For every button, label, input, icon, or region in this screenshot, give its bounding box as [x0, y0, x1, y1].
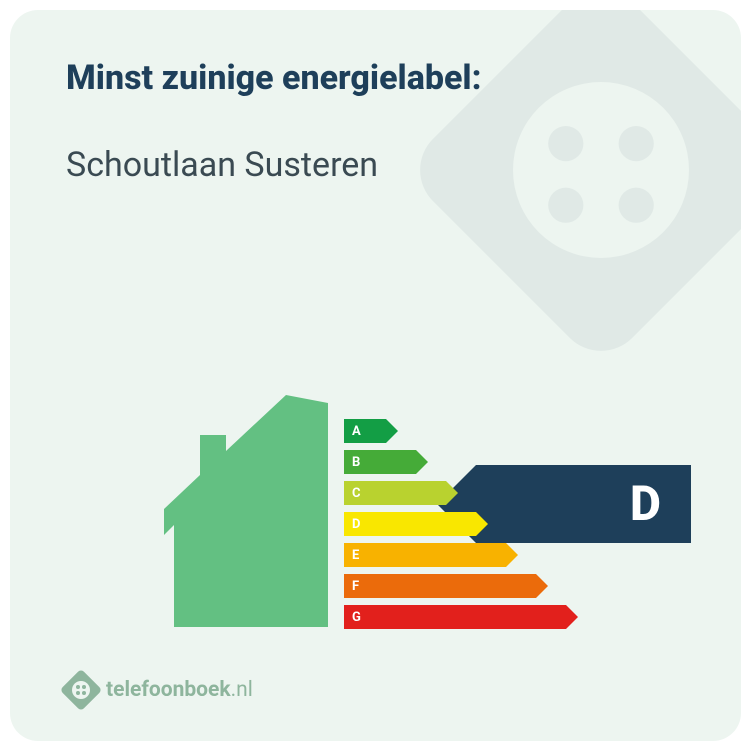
footer-brand: telefoonboek.nl [106, 678, 253, 702]
energy-bar-label: B [344, 450, 416, 474]
energy-bar: E [344, 543, 566, 567]
energy-chart: D ABCDEFG [66, 185, 685, 675]
energy-bar: G [344, 605, 566, 629]
footer-logo-icon [60, 669, 102, 711]
page-subtitle: Schoutlaan Susteren [66, 145, 685, 185]
energy-bar-label: F [344, 574, 536, 598]
energy-bar: F [344, 574, 566, 598]
energy-bars: ABCDEFG [344, 419, 566, 629]
energy-bar: B [344, 450, 566, 474]
footer-brand-light: .nl [231, 678, 253, 702]
page-title: Minst zuinige energielabel: [66, 58, 685, 99]
card: Minst zuinige energielabel: Schoutlaan S… [10, 10, 741, 741]
chart-graphic: ABCDEFG [166, 375, 666, 635]
energy-bar: D [344, 512, 566, 536]
energy-bar-label: A [344, 419, 386, 443]
footer-brand-bold: telefoonboek [106, 678, 231, 702]
energy-bar-label: D [344, 512, 476, 536]
footer: telefoonboek.nl [66, 675, 685, 705]
energy-bar-label: C [344, 481, 446, 505]
house-icon [156, 395, 336, 635]
energy-bar-label: E [344, 543, 506, 567]
energy-bar: A [344, 419, 566, 443]
energy-bar-label: G [344, 605, 566, 629]
energy-bar: C [344, 481, 566, 505]
